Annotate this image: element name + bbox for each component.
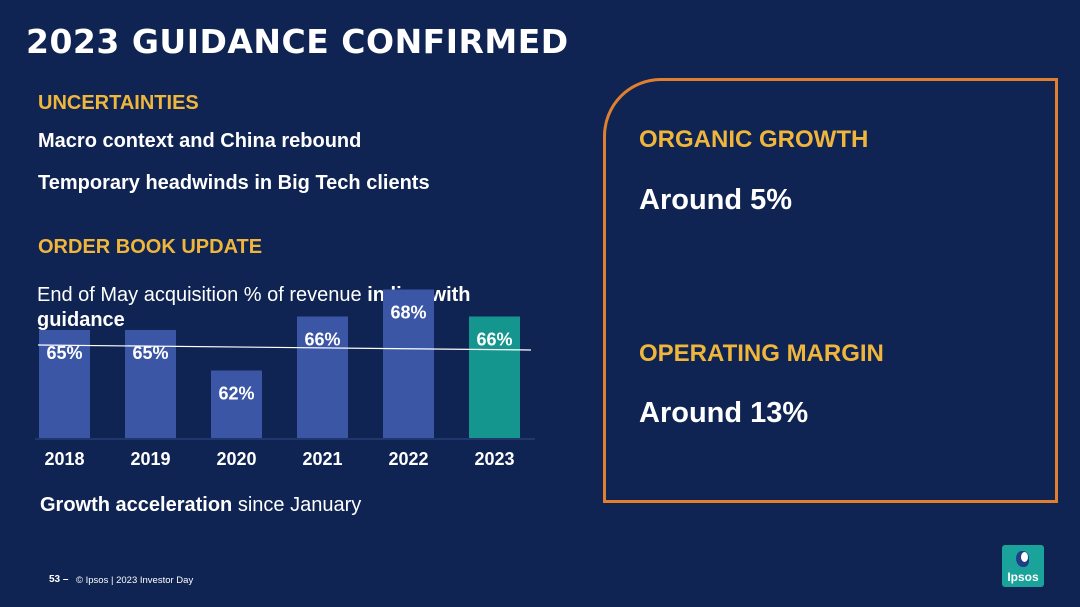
- page-number: 53 –: [49, 574, 69, 585]
- operating-margin-value: Around 13%: [639, 397, 809, 429]
- bar-2018: [39, 330, 90, 438]
- bar-value-label: 66%: [476, 330, 512, 350]
- x-tick-label: 2023: [474, 449, 514, 469]
- bar-2020: [211, 370, 262, 438]
- order-book-heading: ORDER BOOK UPDATE: [38, 236, 263, 258]
- logo-mark-highlight: [1021, 552, 1028, 562]
- growth-note: Growth acceleration since January: [40, 494, 361, 517]
- bar-value-label: 66%: [304, 330, 340, 350]
- page-title: 2023 GUIDANCE CONFIRMED: [26, 22, 569, 61]
- uncertainty-item: Temporary headwinds in Big Tech clients: [38, 172, 430, 194]
- bar-value-label: 65%: [132, 343, 168, 363]
- guidance-reference-line: [37, 344, 532, 351]
- uncertainties-heading: UNCERTAINTIES: [38, 92, 199, 114]
- operating-margin-heading: OPERATING MARGIN: [639, 340, 884, 367]
- guidance-card: [603, 78, 1058, 503]
- x-tick-label: 2021: [302, 449, 342, 469]
- bar-2019: [125, 330, 176, 438]
- organic-growth-heading: ORGANIC GROWTH: [639, 126, 869, 153]
- copyright-text: © Ipsos | 2023 Investor Day: [76, 575, 194, 586]
- ipsos-logo: Ipsos: [1002, 545, 1044, 587]
- x-tick-label: 2018: [44, 449, 84, 469]
- bar-value-label: 62%: [218, 384, 254, 404]
- logo-text: Ipsos: [1007, 570, 1039, 584]
- organic-growth-value: Around 5%: [639, 184, 793, 216]
- x-tick-label: 2020: [216, 449, 256, 469]
- bar-value-label: 65%: [46, 343, 82, 363]
- uncertainty-item: Macro context and China rebound: [38, 130, 362, 152]
- description-text: End of May acquisition % of revenue: [37, 284, 368, 306]
- x-tick-label: 2019: [130, 449, 170, 469]
- bar-value-label: 68%: [390, 303, 426, 323]
- bar-2022: [383, 289, 434, 438]
- bar-2021: [297, 316, 348, 438]
- growth-note-text: since January: [232, 494, 362, 516]
- x-tick-label: 2022: [388, 449, 428, 469]
- growth-note-emphasis: Growth acceleration: [40, 494, 233, 516]
- bar-2023: [469, 316, 520, 438]
